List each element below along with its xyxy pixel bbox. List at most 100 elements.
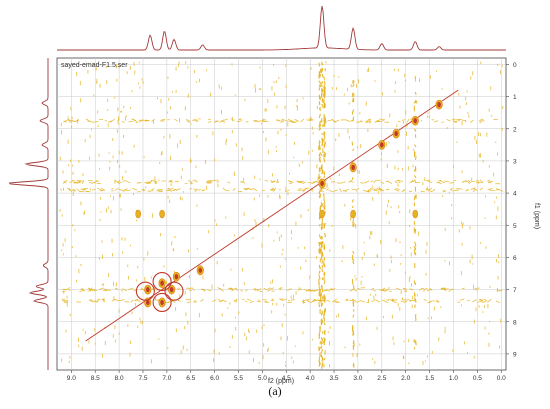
contour-band-dash [277,119,280,121]
x-axis-label: f2 (ppm) [268,378,294,385]
contour-band-dash [222,187,226,191]
contour-streak-dash [324,232,326,236]
contour-streak-dash [351,327,354,331]
contour-band-dash [254,120,259,123]
contour-band-dash [67,287,71,289]
contour-streaks [318,61,417,369]
contour-band-dash [312,180,318,184]
contour-band-dash [436,299,440,303]
contour-band-dash [214,179,219,181]
contour-band-dash [289,181,294,183]
contour-band-dash [113,298,118,301]
contour-band-dash [89,298,93,301]
contour-band-dash [98,287,105,290]
contour-band-dash [134,298,138,302]
contour-streak-dash [323,80,326,85]
diagonal-peak-core [169,286,174,293]
contour-band-dash [187,179,191,183]
contour-band-dash [232,187,236,192]
contour-band-dash [302,188,305,192]
contour-band-dash [448,288,453,292]
contour-band-dash [429,300,433,303]
contour-band-dash [271,180,276,183]
contour-streak-dash [320,223,324,229]
contour-band-dash [373,188,378,191]
x-tick-label: 6.0 [210,375,219,382]
contour-band-dash [284,189,290,193]
contour-band-dash [238,118,242,120]
y-tick-label: 5 [513,223,517,230]
contour-band-dash [280,299,285,301]
contour-streak-dash [352,116,355,122]
contour-band-dash [378,289,384,292]
contour-band-dash [221,299,225,302]
contour-band-dash [328,190,333,192]
contour-band-dash [404,300,408,303]
contour-band-dash [380,181,385,184]
contour-band-dash [394,188,400,192]
contour-band-dash [452,120,458,123]
peak-circle [152,271,172,292]
diagonal-peak-core [174,274,179,280]
contour-band-dash [371,299,376,303]
contour-streak-dash [319,193,322,199]
x-tick-label: 0.0 [497,375,506,382]
contour-streak-dash [320,235,324,240]
contour-band-dash [193,188,197,191]
contour-band-dash [87,120,92,123]
contour-band-dash [479,179,484,183]
contour-band-dash [299,180,303,183]
contour-band-dash [91,188,96,191]
contour-band-dash [481,301,487,303]
contour-band-dash [461,287,465,289]
contour-band-dash [409,288,414,291]
contour-band-dash [442,189,446,192]
contour-band-dash [200,288,206,291]
contour-streak-dash [323,105,325,109]
contour-band-dash [67,288,71,291]
contour-band-dash [93,300,97,302]
contour-band-dash [178,287,181,289]
contour-streak-dash [318,274,321,280]
contour-band-dash [393,301,397,303]
contour-streak-dash [352,332,354,336]
contour-band-dash [453,121,457,124]
contour-streak-dash [318,247,321,252]
contour-band-dash [151,188,155,190]
contour-band-dash [257,120,262,123]
contour-streak-dash [352,260,355,265]
contour-streak-dash [414,155,417,160]
x-tick-label: 2.0 [401,375,410,382]
contour-band-dash [402,189,406,191]
y-tick-label: 3 [513,158,517,165]
diagonal-peak-core [394,130,398,137]
contour-band-dash [225,189,230,192]
contour-streak-dash [351,109,355,113]
contour-streak-dash [318,113,321,119]
contour-band-dash [227,181,231,184]
contour-band-dash [130,299,134,303]
contour-band-dash [174,118,178,122]
contour-band-dash [306,299,310,302]
contour-band-dash [395,179,400,182]
contour-band-dash [122,288,128,292]
diagonal-peak-core [380,142,384,148]
contour-band-dash [233,299,238,302]
contour-band-dash [62,288,67,291]
contour-band-dash [385,288,390,292]
contour-band-dash [82,188,87,191]
contour-band-dash [328,288,332,291]
contour-band-dash [442,190,446,193]
contour-band-dash [395,188,400,190]
contour-band-dash [467,299,470,302]
contour-band-dash [348,180,352,183]
contour-band-dash [240,289,243,292]
contour-streak-dash [318,142,321,147]
contour-band-dash [370,180,374,183]
diagonal-peak-core [160,299,164,306]
contour-band-dash [345,119,350,122]
contour-streak-dash [320,153,323,156]
contour-band-dash [306,298,311,302]
contour-band-dash [122,180,127,182]
contour-streak-dash [323,153,326,158]
